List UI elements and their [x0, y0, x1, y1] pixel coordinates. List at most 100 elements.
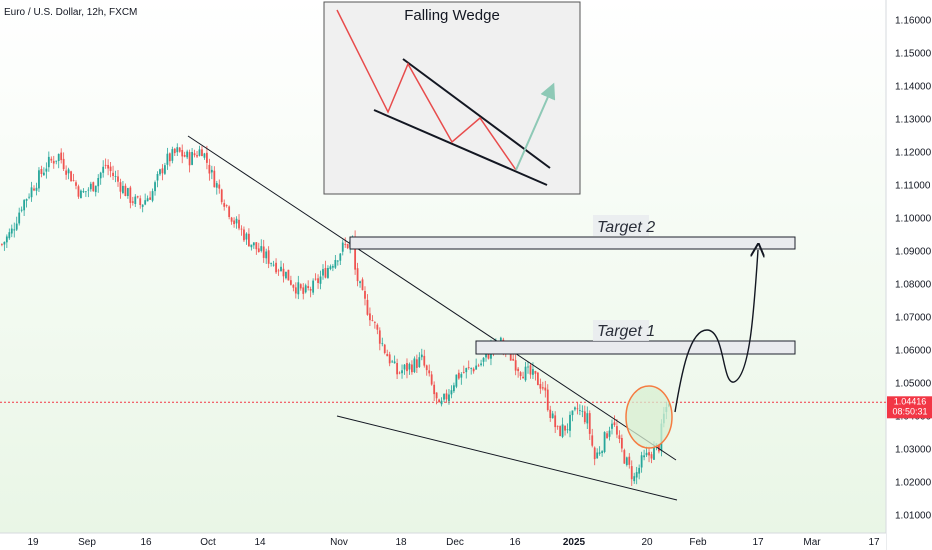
candle [250, 244, 253, 251]
candle-body [97, 178, 100, 187]
candle-body [317, 278, 319, 283]
candle-body [38, 170, 40, 189]
candle-body [55, 160, 58, 162]
candle [289, 275, 292, 286]
candle-body [240, 228, 243, 230]
candle-body [8, 232, 11, 239]
candle [341, 239, 344, 256]
candle [630, 460, 633, 486]
candle-body [470, 368, 473, 369]
time-tick-label: 16 [140, 537, 152, 548]
candle-body [3, 241, 6, 245]
candle-body [161, 168, 164, 174]
candle [418, 352, 421, 368]
candle [206, 145, 208, 170]
candle-body [361, 279, 364, 291]
candle [270, 262, 273, 267]
price-axis-panel[interactable] [886, 0, 932, 550]
candle-body [87, 189, 90, 191]
candle-body [126, 188, 129, 196]
candle-body [578, 410, 581, 411]
candle [210, 165, 213, 180]
candle-body [369, 313, 371, 321]
candle [166, 147, 169, 170]
breakout-highlight-circle[interactable] [625, 385, 673, 449]
candle [413, 356, 416, 374]
time-tick-label: 17 [752, 537, 764, 548]
candle [80, 189, 82, 199]
candle [248, 228, 250, 247]
candle [638, 464, 641, 480]
candle [611, 419, 613, 435]
candle-body [354, 236, 357, 270]
candle [112, 165, 114, 180]
candle-body [62, 158, 65, 170]
candle [561, 417, 564, 439]
target-2-zone[interactable]: Target 2 [349, 215, 796, 250]
candle-body [613, 422, 616, 425]
candle [18, 207, 21, 226]
candle-body [287, 269, 290, 281]
candle-body [536, 372, 539, 386]
candle [107, 159, 110, 176]
candle-body [364, 291, 366, 299]
target-1-zone[interactable]: Target 1 [475, 320, 796, 355]
candle [593, 446, 596, 466]
candle-body [430, 374, 433, 385]
candle-body [166, 153, 169, 165]
candle [601, 450, 604, 457]
candle [635, 466, 638, 485]
time-axis-panel[interactable] [0, 533, 886, 550]
candle-body [104, 164, 107, 166]
candle-body [52, 160, 55, 164]
candle-body [415, 359, 418, 368]
candle [3, 241, 6, 251]
candle-body [151, 191, 154, 201]
candle-body [45, 168, 48, 172]
candle [411, 360, 413, 375]
candle [396, 358, 398, 379]
candle [235, 216, 238, 229]
candle-body [277, 270, 280, 272]
candle [97, 174, 100, 193]
candle [15, 216, 18, 231]
wedge-upper-trendline[interactable] [187, 135, 677, 461]
candle-body [82, 191, 85, 193]
projection-path-arrow[interactable] [674, 250, 758, 413]
candle-body [193, 153, 196, 156]
time-tick-label: 2025 [563, 537, 586, 548]
falling-wedge-inset[interactable]: Falling Wedge [323, 1, 581, 195]
candle [391, 359, 394, 363]
candle-body [648, 452, 650, 456]
candle [529, 363, 532, 379]
candle [13, 222, 16, 238]
candle-body [245, 233, 248, 240]
candle [89, 181, 92, 192]
candle-body [477, 365, 480, 367]
candle [408, 362, 411, 375]
candle [233, 217, 235, 228]
candle-body [529, 365, 532, 375]
candle [435, 392, 438, 405]
candle [149, 191, 151, 200]
time-axis-ticks: 19 Sep 16 Oct 14 Nov 18 Dec 16 2025 20 Feb 17 Mar 17 [27, 537, 880, 548]
candle-body [156, 174, 159, 181]
candle [139, 195, 142, 209]
candle-body [566, 429, 569, 431]
candle-body [94, 185, 97, 193]
candle-body [20, 209, 23, 211]
candle-body [131, 201, 134, 203]
candle [356, 262, 359, 287]
price-tick-label: 1.07000 [895, 313, 932, 324]
wedge-lower-trendline[interactable] [336, 415, 678, 501]
candle-body [215, 183, 218, 188]
candle [20, 206, 23, 213]
candle [640, 451, 643, 473]
last-price-tag[interactable]: 1.04416 08:50:31 [887, 396, 932, 419]
candle-body [122, 185, 124, 193]
time-tick-label: 17 [868, 537, 880, 548]
candle [178, 147, 181, 153]
candle-body [551, 413, 554, 419]
candle [203, 152, 206, 160]
